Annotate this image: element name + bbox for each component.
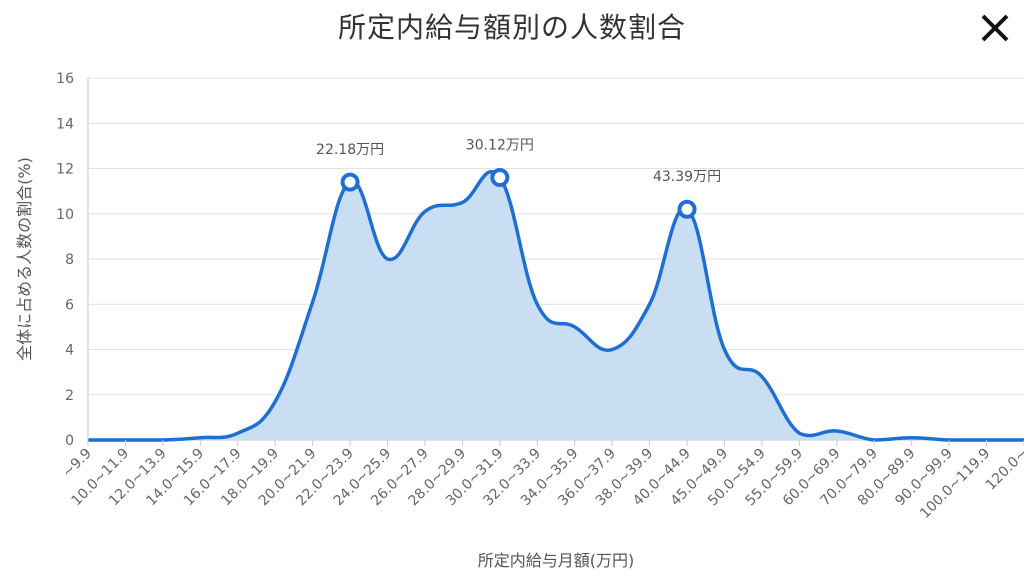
series-area-fill (88, 171, 1024, 440)
y-tick-label: 16 (56, 71, 74, 87)
x-axis-label: 所定内給与月額(万円) (478, 551, 635, 570)
series-line (88, 169, 1024, 442)
peak-marker[interactable] (340, 172, 360, 192)
peak-data-label: 30.12万円 (466, 138, 534, 154)
y-tick-label: 6 (65, 297, 74, 313)
y-tick-label: 10 (56, 207, 74, 223)
peak-data-label: 43.39万円 (653, 169, 721, 185)
y-tick-label: 4 (65, 343, 74, 359)
peak-marker[interactable] (490, 168, 510, 188)
y-axis-label: 全体に占める人数の割合(%) (15, 157, 34, 361)
y-tick-label: 8 (65, 252, 74, 268)
y-tick-label: 2 (65, 388, 74, 404)
peak-data-label: 22.18万円 (316, 142, 384, 158)
y-tick-label: 0 (65, 433, 74, 449)
chart-title: 所定内給与額別の人数割合 (337, 11, 686, 44)
y-tick-label: 14 (56, 116, 74, 132)
peak-marker[interactable] (677, 199, 697, 219)
y-tick-label: 12 (56, 162, 74, 178)
close-icon[interactable] (975, 8, 1015, 48)
